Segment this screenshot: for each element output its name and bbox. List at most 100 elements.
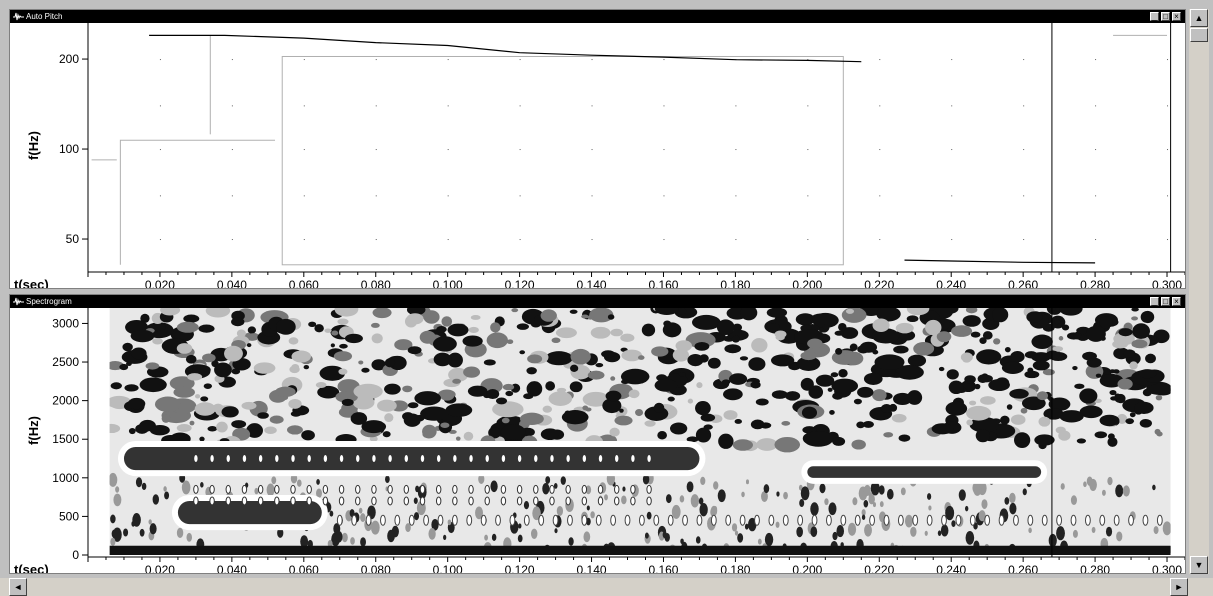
spectral-blob bbox=[350, 537, 355, 545]
arrow-down-icon[interactable]: ▼ bbox=[1190, 556, 1208, 574]
arrow-up-icon[interactable]: ▲ bbox=[1190, 9, 1208, 27]
spectral-blob bbox=[207, 426, 218, 432]
harmonic-dot bbox=[484, 496, 490, 506]
maximize-button[interactable]: □ bbox=[1161, 297, 1170, 306]
grid-dot bbox=[951, 195, 953, 197]
spectral-blob bbox=[976, 349, 1002, 365]
harmonic-dot bbox=[274, 484, 280, 494]
spectral-blob bbox=[203, 383, 213, 389]
spectral-blob bbox=[468, 326, 479, 334]
spectral-blob bbox=[316, 479, 320, 485]
spectrogram-titlebar[interactable]: Spectrogram _ □ × bbox=[10, 295, 1185, 308]
spectral-blob bbox=[962, 315, 981, 327]
close-button[interactable]: × bbox=[1172, 297, 1181, 306]
spectral-blob bbox=[587, 315, 594, 320]
spectral-blob bbox=[360, 537, 366, 547]
spectral-blob bbox=[484, 534, 488, 541]
spectral-blob bbox=[1155, 394, 1163, 401]
harmonic-dot bbox=[193, 496, 199, 506]
spectral-blob bbox=[1122, 485, 1130, 497]
grid-dot bbox=[591, 59, 593, 61]
spectral-blob bbox=[205, 308, 231, 318]
spectral-blob bbox=[1115, 484, 1124, 498]
harmonic-dot bbox=[500, 484, 507, 494]
segment-outline bbox=[281, 55, 844, 266]
spectral-blob bbox=[277, 527, 284, 538]
harmonic-dot bbox=[225, 454, 231, 464]
spectral-blob bbox=[246, 333, 260, 341]
spectral-blob bbox=[751, 337, 768, 353]
harmonic-dot bbox=[581, 484, 588, 494]
harmonic-dot bbox=[209, 454, 215, 464]
spectral-blob bbox=[431, 518, 439, 531]
grid-dot bbox=[519, 105, 521, 107]
harmonic-dot bbox=[667, 514, 674, 526]
maximize-button[interactable]: □ bbox=[1161, 12, 1170, 21]
spectral-blob bbox=[774, 436, 801, 453]
x-tick-label: 0.260 bbox=[1008, 563, 1038, 573]
vertical-scrollbar[interactable]: ▲ ▼ bbox=[1189, 9, 1209, 574]
spectral-blob bbox=[440, 422, 450, 428]
grid-dot bbox=[375, 149, 377, 151]
spectral-blob bbox=[829, 409, 835, 415]
spectral-blob bbox=[1056, 526, 1065, 541]
spectral-blob bbox=[799, 499, 805, 508]
harmonic-dot bbox=[380, 514, 386, 526]
spectral-blob bbox=[1028, 527, 1032, 534]
harmonic-dot bbox=[290, 484, 296, 494]
spectral-blob bbox=[900, 487, 906, 496]
minimize-button[interactable]: _ bbox=[1150, 297, 1159, 306]
arrow-left-icon[interactable]: ◄ bbox=[9, 578, 27, 596]
spectral-blob bbox=[448, 429, 457, 434]
spectral-blob bbox=[938, 366, 945, 372]
minimize-button[interactable]: _ bbox=[1150, 12, 1159, 21]
spectral-blob bbox=[467, 385, 488, 397]
spectral-blob bbox=[893, 345, 909, 354]
spectral-blob bbox=[221, 406, 239, 418]
pitch-plot[interactable]: 0.020 0.040 0.060 0.080 0.100 0.120 0.140 0.160… bbox=[10, 23, 1185, 288]
spectral-blob bbox=[462, 335, 483, 347]
spectral-blob bbox=[951, 325, 973, 337]
harmonic-dot bbox=[1084, 514, 1091, 526]
arrow-right-icon[interactable]: ► bbox=[1170, 578, 1188, 596]
spectral-blob bbox=[109, 423, 121, 434]
auto-pitch-titlebar[interactable]: Auto Pitch _ □ × bbox=[10, 10, 1185, 23]
harmonic-dot bbox=[435, 454, 442, 464]
x-tick-label: 0.280 bbox=[1080, 278, 1110, 288]
horizontal-scrollbar[interactable]: ◄ ► bbox=[0, 578, 1213, 596]
spectral-blob bbox=[406, 313, 424, 325]
close-button[interactable]: × bbox=[1172, 12, 1181, 21]
harmonic-dot bbox=[209, 496, 215, 506]
spectral-blob bbox=[231, 368, 241, 375]
spectral-blob bbox=[492, 401, 524, 418]
harmonic-dot bbox=[423, 514, 429, 526]
spectral-blob bbox=[893, 392, 912, 405]
harmonic-dot bbox=[549, 484, 555, 494]
harmonic-dot bbox=[257, 484, 264, 494]
spectral-blob bbox=[291, 350, 311, 363]
spectral-blob bbox=[974, 383, 981, 390]
spectral-blob bbox=[523, 500, 530, 510]
spectral-blob bbox=[695, 536, 701, 544]
x-tick-label: 0.280 bbox=[1080, 563, 1110, 573]
plot-background bbox=[88, 23, 1185, 272]
spectral-blob bbox=[447, 352, 463, 368]
x-tick-label: 0.140 bbox=[577, 563, 607, 573]
spectral-blob bbox=[1046, 308, 1056, 312]
y-tick-label: 1500 bbox=[52, 432, 79, 446]
harmonic-dot bbox=[509, 514, 516, 526]
spectrogram-plot[interactable]: 0.020 0.040 0.060 0.080 0.100 0.120 0.140 0.160… bbox=[10, 308, 1185, 573]
harmonic-dot bbox=[1099, 514, 1106, 526]
spectral-blob bbox=[716, 319, 735, 335]
spectral-blob bbox=[1089, 478, 1097, 492]
spectral-blob bbox=[1101, 489, 1106, 496]
spectral-blob bbox=[832, 531, 838, 541]
harmonic-dot bbox=[1013, 514, 1019, 526]
spectral-blob bbox=[1052, 346, 1064, 352]
spectral-blob bbox=[140, 313, 150, 323]
spectral-blob bbox=[1034, 434, 1055, 446]
vertical-scroll-thumb[interactable] bbox=[1190, 28, 1208, 42]
spectral-blob bbox=[879, 501, 884, 508]
grid-dot bbox=[807, 105, 809, 107]
spectral-blob bbox=[490, 480, 498, 493]
